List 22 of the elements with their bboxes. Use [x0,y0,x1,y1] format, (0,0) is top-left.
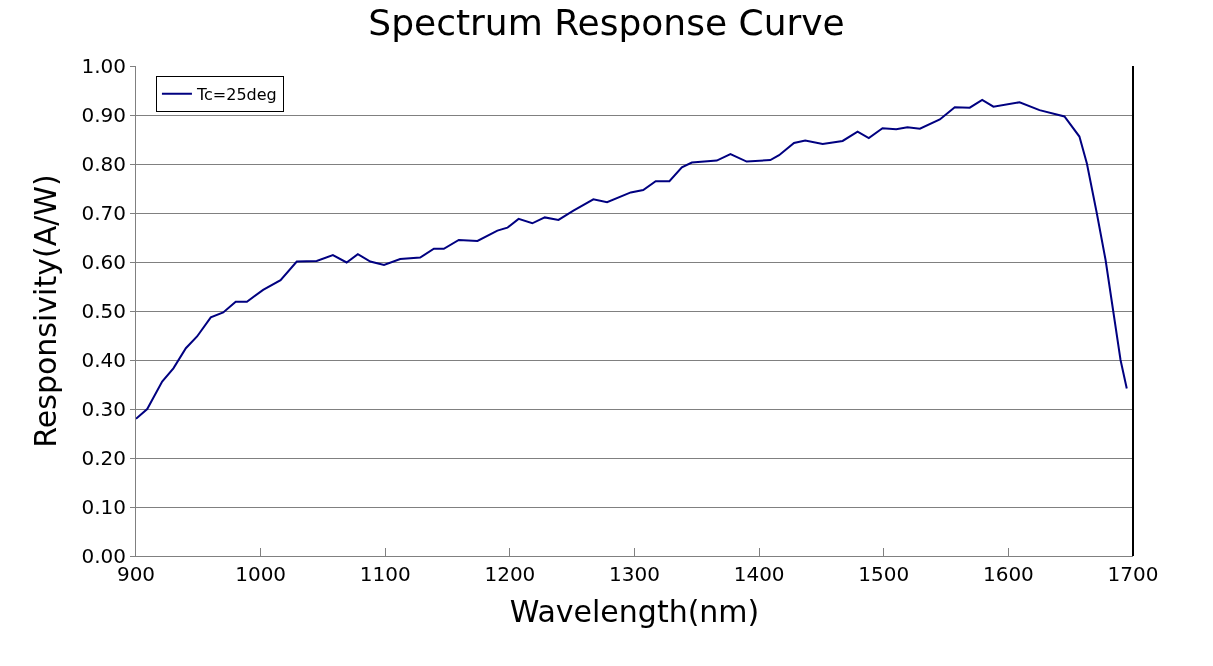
y-tick-label: 0.60 [81,250,126,274]
y-tick-label: 0.30 [81,397,126,421]
y-tick-label: 0.20 [81,446,126,470]
y-tick-label: 0.50 [81,299,126,323]
x-tick-label: 1400 [733,562,785,586]
x-tick-label: 1500 [858,562,910,586]
y-tick-label: 0.90 [81,103,126,127]
y-tick-label: 0.70 [81,201,126,225]
x-tick-label: 1100 [359,562,411,586]
legend-label: Tc=25deg [195,84,277,104]
y-tick-label: 1.00 [81,54,126,78]
x-tick-label: 1300 [609,562,660,586]
x-tick-label: 1200 [484,562,536,586]
x-tick-label: 1700 [1107,562,1159,586]
y-tick-label: 0.10 [81,495,126,519]
chart-title: Spectrum Response Curve [368,2,845,44]
x-axis-title: Wavelength(nm) [509,593,760,629]
x-tick-label: 1600 [982,562,1034,586]
y-tick-label: 0.40 [81,348,126,372]
y-tick-label: 0.80 [81,152,126,176]
y-axis-title: Responsivity(A/W) [28,174,64,448]
x-tick-label: 1000 [235,562,287,586]
